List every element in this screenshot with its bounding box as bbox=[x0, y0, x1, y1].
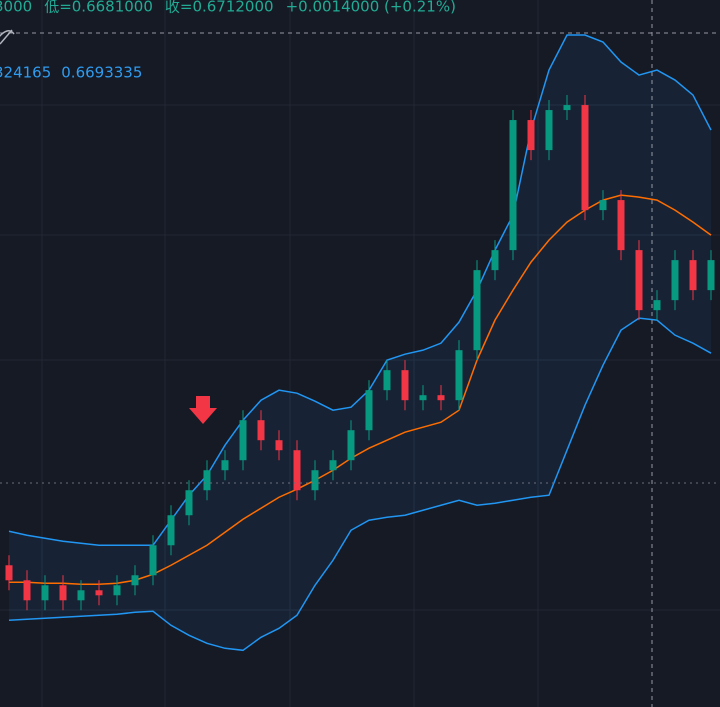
candle-body bbox=[239, 420, 247, 461]
candle-body bbox=[707, 260, 715, 291]
candle-body bbox=[401, 370, 409, 401]
candle-body bbox=[113, 585, 121, 596]
candle-body bbox=[473, 270, 481, 351]
candle-body bbox=[365, 390, 373, 431]
band-line bbox=[8, 34, 712, 547]
indicator-value: 324165 bbox=[0, 64, 51, 82]
candle-body bbox=[599, 200, 607, 211]
legend: 3000 低=0.6681000 收=0.6712000 +0.0014000 (+0… bbox=[0, 0, 456, 82]
visibility-icon[interactable] bbox=[0, 29, 15, 45]
candle-body bbox=[563, 105, 571, 111]
candle-body bbox=[545, 110, 553, 151]
candle-body bbox=[527, 120, 535, 151]
candle-body bbox=[203, 470, 211, 491]
plot-area bbox=[5, 34, 715, 652]
candle-body bbox=[329, 460, 337, 471]
ohlc-text: 低=0.6681000 bbox=[44, 0, 153, 16]
signal-arrow bbox=[189, 396, 217, 424]
indicator-value: 0.6693335 bbox=[61, 64, 142, 82]
candle-body bbox=[275, 440, 283, 451]
candle-body bbox=[293, 450, 301, 491]
candle-body bbox=[59, 585, 67, 601]
band-fill bbox=[9, 35, 711, 651]
candle-body bbox=[491, 250, 499, 271]
candle-body bbox=[311, 470, 319, 491]
icon-stroke bbox=[0, 29, 13, 45]
candle-body bbox=[509, 120, 517, 251]
icon-stroke bbox=[0, 30, 15, 37]
candle-body bbox=[77, 590, 85, 601]
candle-body bbox=[149, 545, 157, 576]
ohlc-text: 收=0.6712000 bbox=[165, 0, 274, 16]
candle-body bbox=[95, 590, 103, 596]
candle-body bbox=[437, 395, 445, 401]
candle-body bbox=[131, 575, 139, 586]
candle-body bbox=[347, 430, 355, 461]
candle-body bbox=[689, 260, 697, 291]
candle-body bbox=[455, 350, 463, 401]
candle-body bbox=[617, 200, 625, 251]
candle-body bbox=[419, 395, 427, 401]
candle-body bbox=[581, 105, 589, 211]
candle-body bbox=[671, 260, 679, 301]
candle-body bbox=[383, 370, 391, 391]
candle-body bbox=[185, 490, 193, 516]
candle-body bbox=[257, 420, 265, 441]
candle-body bbox=[41, 585, 49, 601]
candle-body bbox=[167, 515, 175, 546]
candle-body bbox=[653, 300, 661, 311]
band-line bbox=[8, 317, 712, 652]
candle-body bbox=[5, 565, 13, 581]
ohlc-text: +0.0014000 (+0.21%) bbox=[286, 0, 456, 16]
candle-body bbox=[23, 580, 31, 601]
ohlc-text: 3000 bbox=[0, 0, 32, 16]
candle-body bbox=[635, 250, 643, 311]
candle-body bbox=[221, 460, 229, 471]
band-line bbox=[9, 194, 712, 586]
